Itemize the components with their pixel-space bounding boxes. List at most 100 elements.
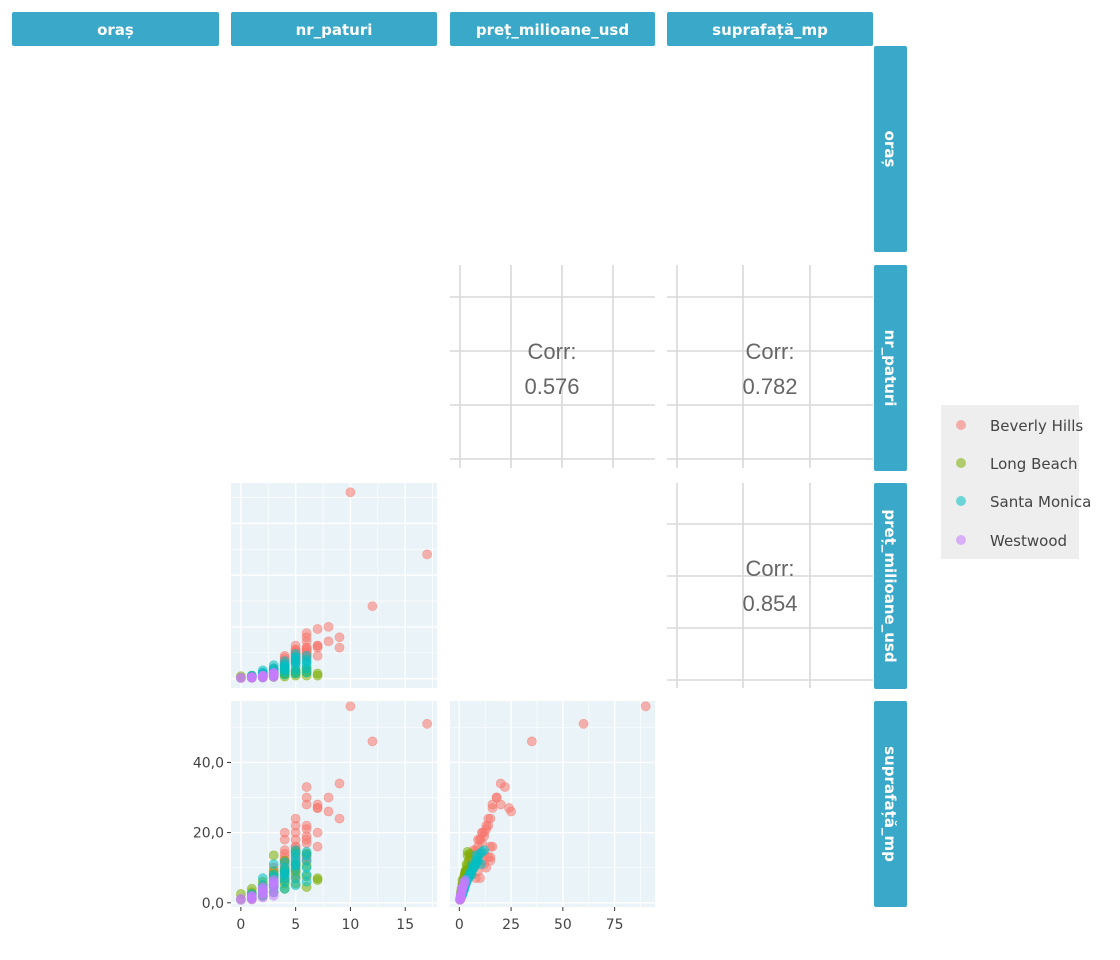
data-point: [345, 701, 356, 712]
data-point: [257, 883, 268, 894]
corr-label: Corr:: [746, 339, 795, 364]
data-point: [290, 873, 301, 884]
legend-key-westwood: [956, 535, 966, 545]
data-point: [495, 799, 506, 810]
scatter-panel-pret-suprafata: [450, 701, 655, 907]
data-point: [312, 651, 323, 661]
data-point: [367, 736, 378, 747]
data-point: [312, 668, 323, 679]
x-tick-nr-paturi-label: 15: [396, 917, 414, 933]
y-tick-suprafata-label: 20,0: [193, 826, 224, 842]
data-point: [279, 869, 290, 880]
row-strip-label-oras: oraș: [881, 131, 899, 168]
scatter-panel-nr-paturi-suprafata: [231, 701, 437, 907]
data-point: [235, 893, 246, 904]
corr-panel-nr-paturi-suprafata: Corr: 0.782: [667, 265, 873, 468]
data-point: [301, 799, 312, 810]
data-point: [290, 813, 301, 824]
legend-box: [941, 405, 1079, 559]
data-point: [422, 549, 432, 560]
row-strip-oras: [874, 46, 907, 252]
data-point: [235, 672, 246, 683]
axes: 0 5 10 15 0 25 50 75 0,0 20,0 40,0: [193, 755, 624, 933]
data-point: [246, 672, 257, 683]
legend-label-beverly-hills: Beverly Hills: [990, 417, 1083, 435]
corr-grid-2: [667, 265, 873, 468]
data-point: [455, 891, 466, 902]
data-point: [499, 782, 510, 792]
data-point: [458, 876, 469, 887]
x-tick-pret-label: 25: [502, 917, 520, 933]
corr-grid-3: [667, 483, 873, 688]
data-point: [268, 669, 279, 679]
data-point: [246, 891, 257, 902]
x-tick-nr-paturi-label: 5: [291, 917, 300, 933]
data-point: [462, 847, 473, 857]
data-point: [345, 487, 356, 498]
row-strip-label-nr-paturi: nr_paturi: [881, 330, 899, 407]
data-point: [312, 624, 323, 634]
data-point: [279, 827, 290, 838]
series-westwood: [235, 875, 279, 905]
data-point: [470, 850, 481, 861]
data-point: [301, 850, 312, 861]
data-point: [312, 841, 323, 852]
scatter-panel-nr-paturi-pret: [231, 483, 437, 688]
data-point: [290, 859, 301, 870]
data-point: [257, 873, 268, 884]
data-point: [476, 859, 486, 870]
data-point: [290, 834, 301, 845]
data-point: [640, 701, 651, 712]
data-point: [312, 827, 323, 838]
panel-grid: [231, 483, 437, 688]
series-westwood: [235, 667, 279, 683]
x-tick-nr-paturi-label: 0: [236, 917, 245, 933]
x-tick-pret-label: 0: [455, 917, 464, 933]
col-strip-label-pret: preț_milioane_usd: [476, 21, 629, 39]
data-point: [334, 813, 345, 824]
data-point: [257, 670, 268, 681]
x-tick-pret-label: 50: [554, 917, 572, 933]
data-point: [268, 876, 279, 887]
data-point: [279, 661, 290, 672]
data-point: [334, 632, 345, 643]
col-strip-pret: [450, 12, 655, 46]
legend-key-beverly-hills: [956, 420, 966, 430]
panel-grid: [450, 701, 655, 907]
col-strip-label-oras: oraș: [97, 21, 134, 39]
data-point: [466, 869, 477, 880]
col-strip-oras: [12, 12, 219, 46]
col-strip-label-nr-paturi: nr_paturi: [296, 21, 373, 39]
data-point: [268, 859, 279, 870]
legend: Beverly Hills Long Beach Santa Monica We…: [941, 405, 1091, 559]
corr-panel-nr-paturi-pret: Corr: 0.576: [450, 265, 655, 468]
x-tick-pret-label: 75: [606, 917, 624, 933]
data-point: [290, 652, 301, 662]
data-point: [301, 782, 312, 792]
data-point: [323, 636, 334, 647]
panel-background: [450, 701, 655, 907]
data-point: [301, 657, 312, 667]
row-strip-suprafata: [874, 701, 907, 907]
data-point: [422, 718, 432, 729]
data-point: [312, 803, 323, 813]
corr-panel-pret-suprafata: Corr: 0.854: [667, 483, 873, 688]
series-westwood: [454, 875, 471, 905]
row-strip-label-suprafata: suprafață_mp: [881, 746, 899, 862]
legend-label-santa-monica: Santa Monica: [990, 493, 1091, 511]
data-point: [268, 850, 279, 861]
corr-value: 0.854: [742, 591, 797, 616]
data-point: [487, 803, 498, 813]
data-point: [312, 873, 323, 884]
x-tick-nr-paturi-label: 10: [342, 917, 360, 933]
corr-value: 0.576: [524, 374, 579, 399]
data-point: [301, 632, 312, 643]
data-point: [367, 601, 378, 612]
row-strip-nr-paturi: [874, 265, 907, 471]
col-strip-label-suprafata: suprafață_mp: [712, 21, 828, 39]
panel-background: [231, 701, 437, 907]
data-point: [526, 736, 537, 747]
data-point: [279, 857, 290, 868]
data-point: [334, 778, 345, 789]
panel-background: [231, 483, 437, 688]
